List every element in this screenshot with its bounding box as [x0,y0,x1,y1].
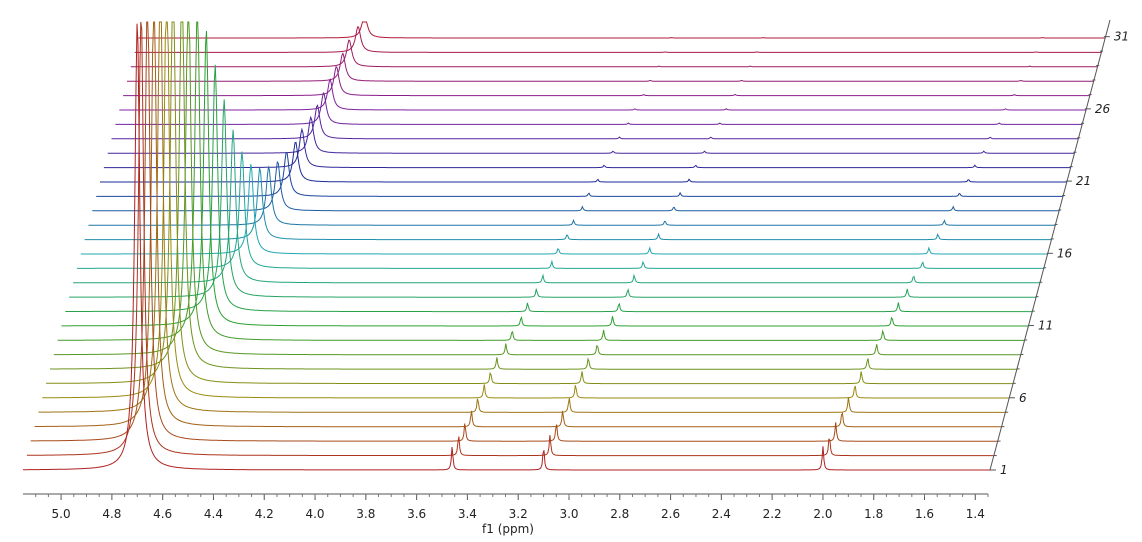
spectrum-index-label: 16 [1057,246,1073,260]
spectrum-trace-21 [100,141,1067,183]
x-tick-label: 3.4 [458,507,477,521]
x-tick-label: 2.4 [712,507,731,521]
spectrum-trace-4 [34,21,1002,428]
x-tick-label: 1.8 [864,507,883,521]
x-tick-label: 5.0 [52,507,71,521]
spectrum-trace-18 [88,165,1056,226]
spectrum-trace-27 [123,65,1091,97]
spectrum-trace-8 [50,21,1017,370]
spectrum-trace-9 [53,21,1021,356]
spectrum-traces [23,21,1106,471]
x-tick-label: 3.8 [356,507,375,521]
x-tick-label: 4.2 [255,507,274,521]
spectrum-trace-7 [46,21,1014,385]
spectrum-index-label: 11 [1038,319,1053,333]
spectrum-trace-14 [73,129,1040,284]
spectrum-trace-15 [76,151,1044,269]
x-tick-label: 1.6 [915,507,934,521]
x-tick-label: 2.6 [661,507,680,521]
spectrum-trace-30 [134,26,1102,53]
spectrum-trace-6 [42,21,1010,399]
spectrum-trace-29 [130,39,1098,68]
x-tick-label: 1.4 [966,507,985,521]
x-tick-label: 3.0 [559,507,578,521]
spectrum-trace-11 [61,30,1029,327]
spectrum-trace-2 [26,21,994,457]
spectrum-trace-17 [84,167,1052,241]
x-axis-title: f1 (ppm) [482,522,534,536]
x-axis-ticks: 5.0 4.8 4.6 4.4 4.2 4.0 3.8 3.6 3.4 3.2 3.0 2.8 2.6 2… [35,494,989,521]
spectrum-trace-26 [119,78,1087,111]
x-tick-label: 2.8 [610,507,629,521]
x-tick-label: 4.6 [153,507,172,521]
spectrum-index-label: 31 [1114,30,1129,44]
spectrum-trace-22 [103,127,1071,169]
spectrum-trace-19 [92,160,1060,212]
spectrum-trace-10 [57,21,1025,341]
spectrum-index-label: 6 [1019,391,1027,405]
x-tick-label: 4.0 [305,507,324,521]
spectrum-trace-24 [111,104,1079,140]
x-tick-label: 4.8 [102,507,121,521]
x-tick-label: 4.4 [204,507,223,521]
x-tick-label: 3.2 [509,507,528,521]
spectrum-trace-1 [23,23,990,471]
spectrum-trace-3 [30,21,998,442]
spectrum-trace-28 [127,52,1094,82]
spectrum-trace-13 [69,99,1037,298]
spectrum-index-label: 1 [1000,463,1008,477]
spectrum-index-label: 21 [1076,174,1091,188]
spectrum-trace-23 [107,115,1075,154]
x-axis: 5.0 4.8 4.6 4.4 4.2 4.0 3.8 3.6 3.4 3.2 3.0 2.8 2.6 2… [23,493,989,536]
spectrum-trace-12 [65,64,1033,313]
x-tick-label: 2.0 [813,507,832,521]
x-tick-label: 3.6 [407,507,426,521]
spectrum-trace-16 [80,164,1048,255]
spectrum-index-axis-line [989,19,1111,471]
x-tick-label: 2.2 [763,507,782,521]
spectrum-index-label: 26 [1095,102,1111,116]
spectrum-trace-5 [38,21,1006,413]
spectrum-trace-31 [138,21,1106,39]
spectrum-trace-25 [115,91,1083,125]
